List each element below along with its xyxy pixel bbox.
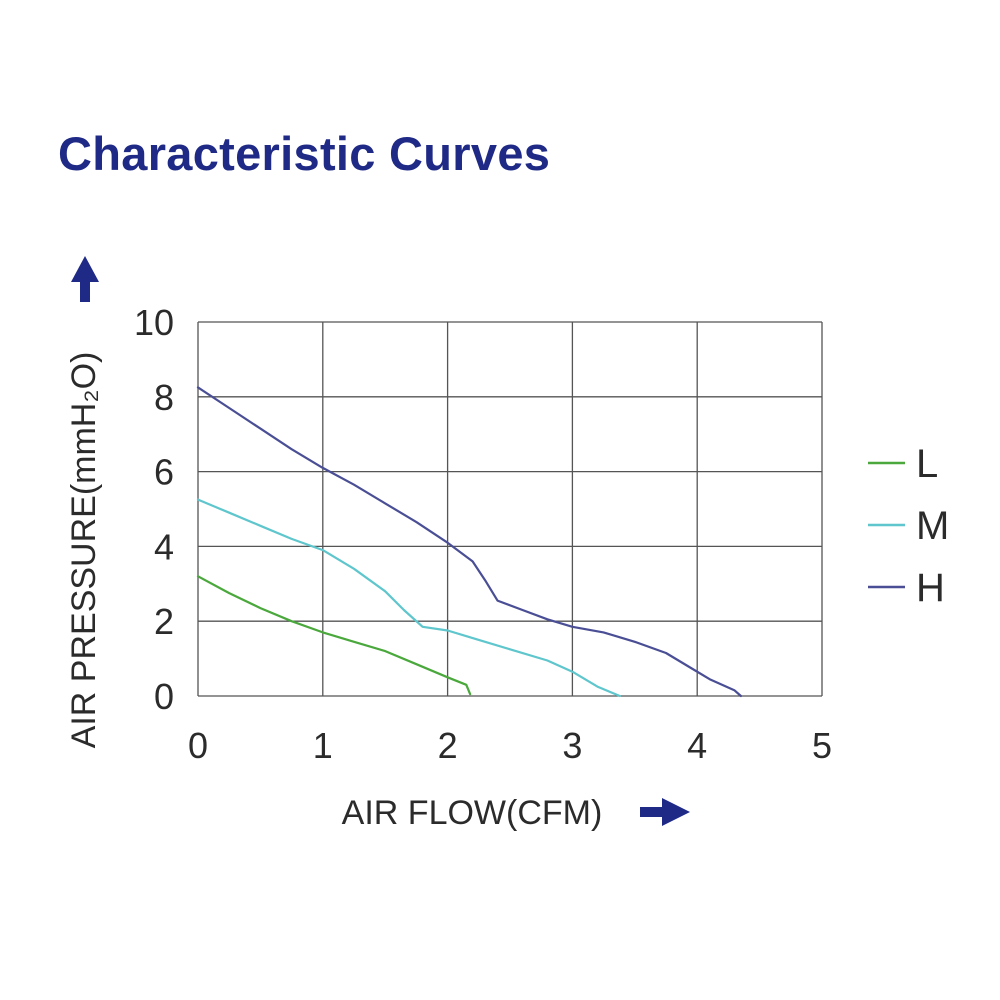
y-tick-label: 10 bbox=[134, 302, 174, 343]
x-axis-arrow-icon bbox=[640, 798, 690, 826]
y-tick-label: 4 bbox=[154, 526, 174, 567]
tick-labels: 0 1 2 3 4 5 0 2 4 6 8 10 bbox=[134, 302, 832, 766]
legend-label-m: M bbox=[916, 504, 949, 548]
x-tick-label: 2 bbox=[438, 725, 458, 766]
legend-label-h: H bbox=[916, 566, 945, 610]
series-lines bbox=[196, 386, 743, 698]
y-axis-label: AIR PRESSURE(mmH₂O) bbox=[65, 352, 103, 749]
y-tick-label: 2 bbox=[154, 601, 174, 642]
y-tick-label: 8 bbox=[154, 377, 174, 418]
x-tick-label: 3 bbox=[562, 725, 582, 766]
y-axis-arrow-icon bbox=[71, 256, 99, 302]
x-tick-label: 1 bbox=[313, 725, 333, 766]
x-tick-label: 5 bbox=[812, 725, 832, 766]
series-line-m bbox=[196, 498, 621, 698]
x-tick-label: 4 bbox=[687, 725, 707, 766]
grid bbox=[197, 321, 823, 697]
series-line-l bbox=[196, 575, 472, 696]
legend: LMH bbox=[868, 442, 949, 610]
x-tick-label: 0 bbox=[188, 725, 208, 766]
legend-label-l: L bbox=[916, 442, 938, 486]
y-tick-label: 0 bbox=[154, 676, 174, 717]
x-axis-label: AIR FLOW(CFM) bbox=[342, 794, 603, 832]
y-tick-label: 6 bbox=[154, 452, 174, 493]
chart-title: Characteristic Curves bbox=[58, 127, 551, 180]
series-line-h bbox=[196, 386, 743, 698]
